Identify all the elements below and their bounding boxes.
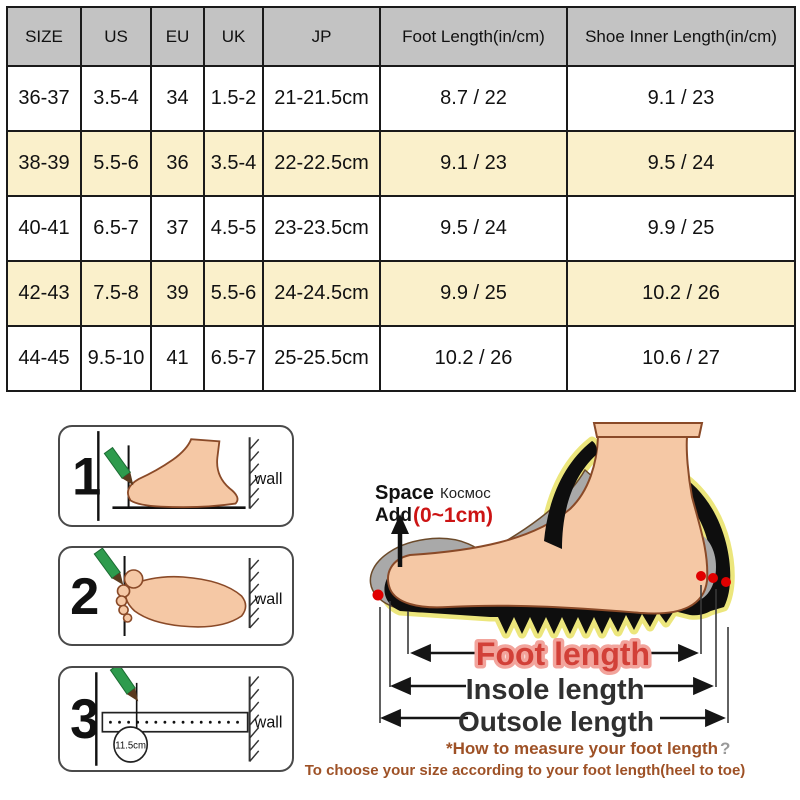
wall-label: wall — [254, 712, 283, 731]
pencil-icon — [109, 668, 139, 702]
step3-diagram: 3 11.5cm wall — [70, 668, 283, 766]
table-cell: 40-41 — [6, 195, 82, 262]
table-cell: 21-21.5cm — [262, 65, 381, 132]
column-header: UK — [203, 6, 264, 67]
table-cell: 9.1 / 23 — [379, 130, 568, 197]
table-cell: 9.5-10 — [80, 325, 152, 392]
table-cell: 24-24.5cm — [262, 260, 381, 327]
column-header: US — [80, 6, 152, 67]
table-cell: 36-37 — [6, 65, 82, 132]
table-cell: 3.5-4 — [203, 130, 264, 197]
wall-label: wall — [254, 590, 283, 608]
measure-dots — [372, 571, 731, 601]
table-row: 42-43 7.5-8 39 5.5-6 24-24.5cm 9.9 / 25 10.2 /… — [6, 260, 796, 327]
table-row: 36-37 3.5-4 34 1.5-2 21-21.5cm 8.7 / 22 9.1 / … — [6, 65, 796, 132]
how-to-qmark: ? — [720, 739, 730, 758]
choose-size-note: To choose your size according to your fo… — [305, 762, 746, 779]
table-cell: 22-22.5cm — [262, 130, 381, 197]
table-cell: 6.5-7 — [80, 195, 152, 262]
step1-diagram: 1 wall — [72, 431, 283, 521]
table-cell: 36 — [150, 130, 205, 197]
table-cell: 1.5-2 — [203, 65, 264, 132]
shoe-sole — [384, 559, 725, 634]
table-cell: 42-43 — [6, 260, 82, 327]
pencil-icon — [93, 548, 124, 586]
column-header: EU — [150, 6, 205, 67]
table-cell: 9.9 / 25 — [379, 260, 568, 327]
space-label: Space — [375, 482, 434, 504]
outsole-length-label: Outsole length — [458, 706, 654, 737]
table-cell: 5.5-6 — [80, 130, 152, 197]
step-box-2: 2 wall — [58, 546, 294, 646]
table-cell: 9.9 / 25 — [566, 195, 796, 262]
table-cell: 8.7 / 22 — [379, 65, 568, 132]
space-arrow — [391, 514, 409, 567]
table-cell: 9.5 / 24 — [566, 130, 796, 197]
step-number: 2 — [70, 568, 99, 626]
table-cell: 10.2 / 26 — [566, 260, 796, 327]
space-label-ru: Космос — [440, 485, 491, 502]
pencil-icon — [103, 446, 134, 486]
shoe-collar — [544, 441, 597, 549]
step-box-1: 1 wall — [58, 425, 294, 527]
table-cell: 10.6 / 27 — [566, 325, 796, 392]
foot-length-label: Foot length — [476, 636, 650, 672]
table-cell: 5.5-6 — [203, 260, 264, 327]
foot-side-icon — [127, 438, 239, 509]
table-cell: 3.5-4 — [80, 65, 152, 132]
wall-label: wall — [254, 470, 283, 488]
column-header: SIZE — [6, 6, 82, 67]
table-cell: 9.5 / 24 — [379, 195, 568, 262]
measure-guides — [379, 585, 729, 723]
table-cell: 23-23.5cm — [262, 195, 381, 262]
table-cell: 37 — [150, 195, 205, 262]
ruler-measurement-label: 11.5cm — [115, 741, 146, 752]
ruler-ticks — [109, 720, 239, 724]
table-cell: 41 — [150, 325, 205, 392]
footprint-icon — [115, 569, 247, 628]
leg-cuff — [592, 422, 704, 438]
table-cell: 9.1 / 23 — [566, 65, 796, 132]
step-number: 1 — [72, 447, 101, 506]
add-label: Add — [375, 505, 412, 526]
column-header: JP — [262, 6, 381, 67]
step-number: 3 — [70, 689, 99, 751]
dimension-arrows — [380, 643, 726, 728]
table-row: 44-45 9.5-10 41 6.5-7 25-25.5cm 10.2 / 26 10.6… — [6, 325, 796, 392]
column-header: Shoe Inner Length(in/cm) — [566, 6, 796, 67]
table-cell: 25-25.5cm — [262, 325, 381, 392]
foot-measurement-illustration: Space Космос Add (0~1cm) Foot length Foo… — [305, 422, 746, 779]
step-box-3: 3 11.5cm wall — [58, 666, 294, 772]
table-header-row: SIZE US EU UK JP Foot Length(in/cm) Shoe Inner… — [6, 6, 796, 67]
step2-diagram: 2 wall — [70, 548, 283, 636]
add-value: (0~1cm) — [413, 504, 493, 527]
wall-hatch — [248, 437, 260, 510]
insole-length-label: Insole length — [466, 674, 645, 706]
table-row: 40-41 6.5-7 37 4.5-5 23-23.5cm 9.5 / 24 9.9 / … — [6, 195, 796, 262]
column-header: Foot Length(in/cm) — [379, 6, 568, 67]
table-cell: 4.5-5 — [203, 195, 264, 262]
table-row: 38-39 5.5-6 36 3.5-4 22-22.5cm 9.1 / 23 9.5 / … — [6, 130, 796, 197]
wall-hatch — [248, 676, 260, 762]
table-cell: 39 — [150, 260, 205, 327]
size-chart-table: SIZE US EU UK JP Foot Length(in/cm) Shoe Inner… — [6, 6, 796, 392]
table-cell: 38-39 — [6, 130, 82, 197]
measurement-circle — [113, 726, 149, 763]
table-cell: 6.5-7 — [203, 325, 264, 392]
foot-length-halo: Foot length — [476, 636, 650, 672]
how-to-note: *How to measure your foot length — [446, 739, 718, 758]
table-cell: 7.5-8 — [80, 260, 152, 327]
table-cell: 10.2 / 26 — [379, 325, 568, 392]
table-cell: 34 — [150, 65, 205, 132]
table-cell: 44-45 — [6, 325, 82, 392]
wall-hatch — [248, 558, 260, 629]
